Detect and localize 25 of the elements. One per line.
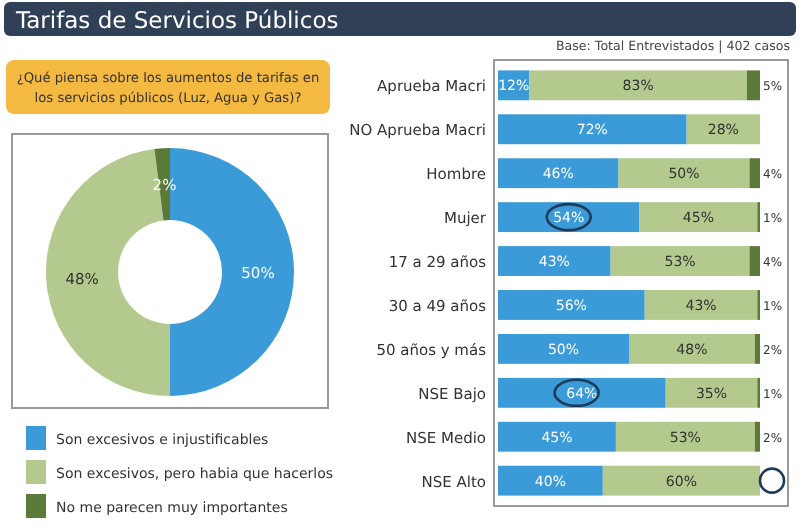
- bar: [665, 377, 758, 408]
- chart-title: Tarifas de Servicios Públicos: [14, 6, 339, 34]
- bar: [749, 246, 760, 276]
- bar: [686, 114, 760, 145]
- bar: [754, 421, 760, 452]
- bar: [498, 421, 616, 452]
- bar: [498, 114, 687, 145]
- bar: [498, 158, 619, 189]
- bar: [618, 158, 750, 189]
- bar: [498, 246, 611, 276]
- bar: [615, 421, 755, 452]
- bar: [602, 465, 760, 496]
- bar: [644, 290, 758, 320]
- bar: [498, 290, 645, 320]
- bar: [498, 377, 666, 408]
- bar: [498, 202, 640, 233]
- bar: [610, 246, 750, 276]
- bar: [529, 70, 747, 101]
- bar: [749, 158, 760, 189]
- bar: [498, 333, 629, 364]
- bar: [629, 333, 755, 364]
- bar: [746, 70, 760, 101]
- bar: [754, 333, 760, 364]
- bar: [639, 202, 758, 233]
- bar: [498, 465, 603, 496]
